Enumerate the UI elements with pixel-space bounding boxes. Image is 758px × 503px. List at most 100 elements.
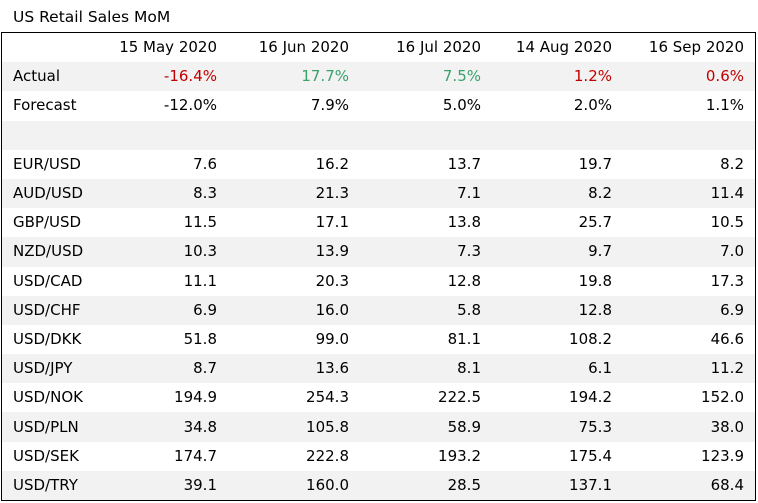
header-row: 15 May 2020 16 Jun 2020 16 Jul 2020 14 Aug … <box>2 33 755 63</box>
value-cell: 6.9 <box>97 295 228 325</box>
actual-row: Actual -16.4% 17.7% 7.5% 1.2% 0.6% <box>2 62 755 92</box>
empty-cell <box>623 120 755 150</box>
value-cell: 10.3 <box>97 237 228 267</box>
row-label: USD/SEK <box>2 441 97 471</box>
value-cell: 19.7 <box>492 149 623 179</box>
value-cell: 8.1 <box>360 354 492 384</box>
value-cell: 7.0 <box>623 237 755 267</box>
value-cell: 16.0 <box>228 295 360 325</box>
header-cell <box>2 33 97 63</box>
row-label: NZD/USD <box>2 237 97 267</box>
header-cell: 15 May 2020 <box>97 33 228 63</box>
value-cell: 137.1 <box>492 470 623 500</box>
table-row: USD/JPY 8.7 13.6 8.1 6.1 11.2 <box>2 354 755 384</box>
forecast-row: Forecast -12.0% 7.9% 5.0% 2.0% 1.1% <box>2 91 755 121</box>
row-label: AUD/USD <box>2 178 97 209</box>
value-cell: 5.0% <box>360 91 492 121</box>
value-cell: 81.1 <box>360 324 492 355</box>
table-row: USD/NOK 194.9 254.3 222.5 194.2 152.0 <box>2 383 755 413</box>
value-cell: 17.3 <box>623 266 755 296</box>
value-cell: 17.1 <box>228 208 360 238</box>
table-row: USD/CHF 6.9 16.0 5.8 12.8 6.9 <box>2 295 755 325</box>
value-cell: 99.0 <box>228 324 360 355</box>
value-cell: 194.2 <box>492 383 623 413</box>
value-cell: 254.3 <box>228 383 360 413</box>
table-row: USD/DKK 51.8 99.0 81.1 108.2 46.6 <box>2 324 755 355</box>
data-table-frame: 15 May 2020 16 Jun 2020 16 Jul 2020 14 Aug … <box>1 32 756 501</box>
value-cell: 160.0 <box>228 470 360 500</box>
value-cell: 0.6% <box>623 62 755 92</box>
value-cell: 46.6 <box>623 324 755 355</box>
value-cell: 7.9% <box>228 91 360 121</box>
value-cell: 51.8 <box>97 324 228 355</box>
row-label: USD/CHF <box>2 295 97 325</box>
value-cell: 9.7 <box>492 237 623 267</box>
value-cell: 6.1 <box>492 354 623 384</box>
value-cell: 11.2 <box>623 354 755 384</box>
value-cell: 12.8 <box>360 266 492 296</box>
row-label: USD/PLN <box>2 412 97 442</box>
value-cell: 175.4 <box>492 441 623 471</box>
row-label: Actual <box>2 62 97 92</box>
value-cell: 38.0 <box>623 412 755 442</box>
table-row: USD/SEK 174.7 222.8 193.2 175.4 123.9 <box>2 441 755 471</box>
row-label: USD/NOK <box>2 383 97 413</box>
value-cell: 20.3 <box>228 266 360 296</box>
row-label: USD/TRY <box>2 470 97 500</box>
value-cell: 34.8 <box>97 412 228 442</box>
row-label: GBP/USD <box>2 208 97 238</box>
value-cell: 8.7 <box>97 354 228 384</box>
value-cell: 13.7 <box>360 149 492 179</box>
value-cell: 7.5% <box>360 62 492 92</box>
value-cell: 11.1 <box>97 266 228 296</box>
value-cell: 21.3 <box>228 178 360 209</box>
value-cell: 39.1 <box>97 470 228 500</box>
value-cell: 194.9 <box>97 383 228 413</box>
value-cell: 1.2% <box>492 62 623 92</box>
value-cell: 68.4 <box>623 470 755 500</box>
value-cell: 17.7% <box>228 62 360 92</box>
value-cell: 222.8 <box>228 441 360 471</box>
table-row: NZD/USD 10.3 13.9 7.3 9.7 7.0 <box>2 237 755 267</box>
value-cell: 10.5 <box>623 208 755 238</box>
retail-sales-table: 15 May 2020 16 Jun 2020 16 Jul 2020 14 Aug … <box>2 33 755 500</box>
empty-cell <box>228 120 360 150</box>
value-cell: 1.1% <box>623 91 755 121</box>
value-cell: 75.3 <box>492 412 623 442</box>
row-label: USD/JPY <box>2 354 97 384</box>
value-cell: 11.5 <box>97 208 228 238</box>
table-row: EUR/USD 7.6 16.2 13.7 19.7 8.2 <box>2 149 755 179</box>
value-cell: 16.2 <box>228 149 360 179</box>
empty-cell <box>492 120 623 150</box>
table-row: USD/PLN 34.8 105.8 58.9 75.3 38.0 <box>2 412 755 442</box>
value-cell: 6.9 <box>623 295 755 325</box>
empty-cell <box>97 120 228 150</box>
value-cell: 5.8 <box>360 295 492 325</box>
value-cell: 28.5 <box>360 470 492 500</box>
spacer-row <box>2 120 755 150</box>
value-cell: -12.0% <box>97 91 228 121</box>
value-cell: 58.9 <box>360 412 492 442</box>
value-cell: 19.8 <box>492 266 623 296</box>
row-label: Forecast <box>2 91 97 121</box>
header-cell: 14 Aug 2020 <box>492 33 623 63</box>
value-cell: 7.3 <box>360 237 492 267</box>
value-cell: 105.8 <box>228 412 360 442</box>
value-cell: 13.9 <box>228 237 360 267</box>
value-cell: 13.6 <box>228 354 360 384</box>
value-cell: 222.5 <box>360 383 492 413</box>
value-cell: 8.2 <box>492 178 623 209</box>
table-row: USD/CAD 11.1 20.3 12.8 19.8 17.3 <box>2 266 755 296</box>
value-cell: 8.2 <box>623 149 755 179</box>
row-label: USD/CAD <box>2 266 97 296</box>
page-title: US Retail Sales MoM <box>13 8 171 26</box>
header-cell: 16 Jul 2020 <box>360 33 492 63</box>
value-cell: 108.2 <box>492 324 623 355</box>
value-cell: 193.2 <box>360 441 492 471</box>
row-label: USD/DKK <box>2 324 97 355</box>
header-cell: 16 Sep 2020 <box>623 33 755 63</box>
value-cell: 8.3 <box>97 178 228 209</box>
row-label: EUR/USD <box>2 149 97 179</box>
value-cell: 2.0% <box>492 91 623 121</box>
header-cell: 16 Jun 2020 <box>228 33 360 63</box>
